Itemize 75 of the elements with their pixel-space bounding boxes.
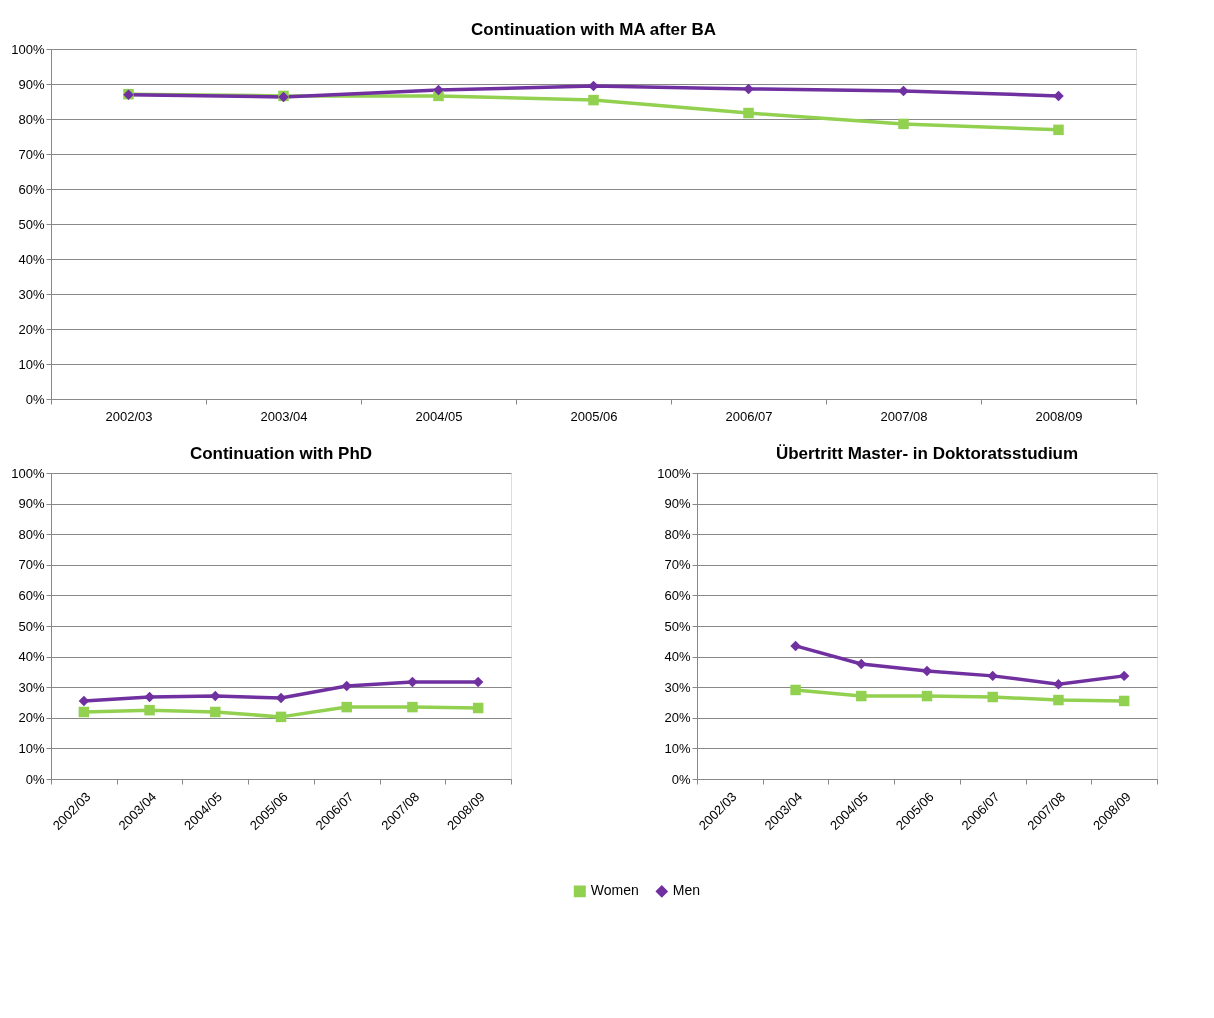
point [987,691,998,703]
y-tick-label: 0% [25,771,45,787]
y-tick-label: 90% [18,76,45,92]
y-tick-label: 60% [18,181,45,197]
point [341,701,352,713]
point [407,701,418,713]
x-tick-label: 2008/09 [1035,408,1083,424]
point [433,84,444,96]
point [1053,678,1064,690]
point [210,706,221,718]
legend-label: Women [590,882,639,899]
y-tick-label: 70% [664,557,691,573]
point [987,670,998,682]
point [856,658,867,670]
x-tick-label: 2002/03 [105,408,153,424]
y-tick-label: 100% [11,41,45,57]
x-tick-label: 2003/04 [260,408,308,424]
point [588,94,599,106]
y-tick-label: 90% [664,496,691,512]
y-tick-label: 30% [18,679,45,695]
y-tick-label: 80% [664,526,691,542]
y-tick-label: 40% [18,649,45,665]
point [898,118,909,130]
point [341,680,352,692]
y-tick-label: 60% [18,587,45,603]
y-tick-label: 0% [25,391,45,407]
point [275,711,287,723]
point [743,83,754,95]
y-tick-label: 100% [11,465,45,481]
y-tick-label: 20% [18,321,45,337]
point [407,676,418,688]
y-tick-label: 60% [664,587,691,603]
y-tick-label: 40% [664,649,691,665]
y-tick-label: 10% [18,356,45,372]
y-tick-label: 50% [18,216,45,232]
point [1118,695,1130,707]
x-tick-label: 2005/06 [570,408,618,424]
y-tick-label: 80% [18,111,45,127]
point [588,80,599,92]
point [790,684,801,696]
point [144,704,155,716]
y-tick-label: 70% [18,146,45,162]
y-tick-label: 100% [657,465,691,481]
point [790,640,801,652]
point [743,107,754,119]
legend-label: Men [672,882,701,899]
chart-title: Übertritt Master- in Doktoratsstudium [775,444,1079,463]
y-tick-label: 50% [664,618,691,634]
y-tick-label: 70% [18,557,45,573]
point [1053,694,1064,706]
y-tick-label: 0% [671,771,691,787]
y-tick-label: 90% [18,496,45,512]
x-tick-label: 2006/07 [725,408,773,424]
y-tick-label: 50% [18,618,45,634]
chart-title: Continuation with MA after BA [471,20,716,39]
x-tick-label: 2007/08 [880,408,928,424]
y-tick-label: 40% [18,251,45,267]
point [78,706,90,718]
x-tick-label: 2004/05 [415,408,463,424]
point [856,690,867,702]
y-tick-label: 20% [18,710,45,726]
y-tick-label: 80% [18,526,45,542]
point [1053,90,1064,102]
y-tick-label: 30% [18,286,45,302]
point [921,690,933,702]
point [898,85,909,97]
point [472,702,484,714]
y-tick-label: 10% [18,740,45,756]
chart-title: Continuation with PhD [189,444,373,463]
y-tick-label: 30% [664,679,691,695]
y-tick-label: 20% [664,710,691,726]
point [144,691,155,703]
point [210,690,221,702]
y-tick-label: 10% [664,740,691,756]
point [1053,124,1064,136]
